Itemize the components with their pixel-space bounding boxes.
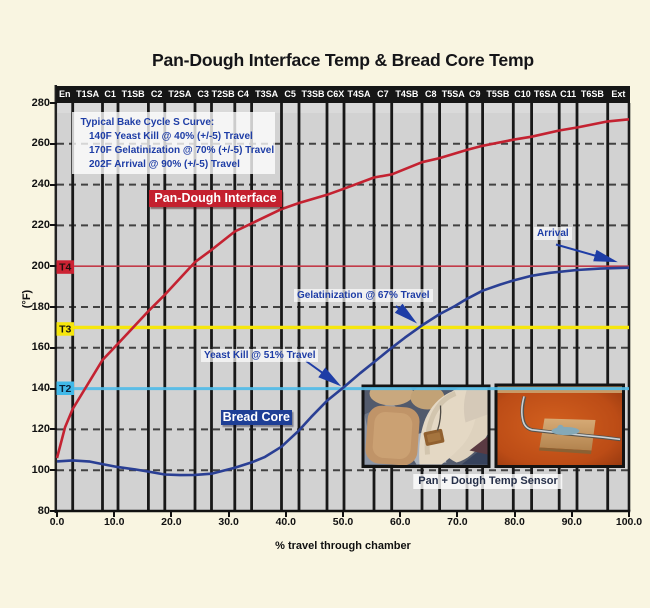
svg-text:T4: T4 [59,262,71,274]
svg-text:T2: T2 [59,383,71,395]
svg-text:T3: T3 [59,324,71,336]
